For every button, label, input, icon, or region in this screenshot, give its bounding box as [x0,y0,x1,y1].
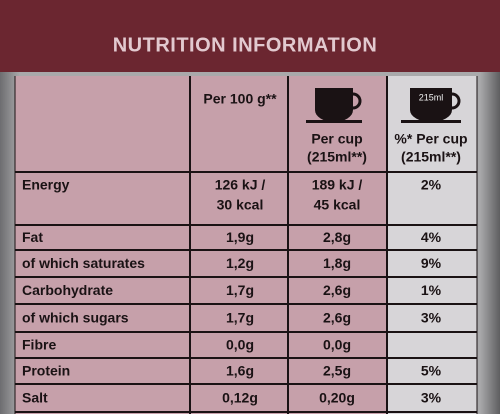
row-label: Energy [22,177,70,193]
table-cell: 1,7g [226,310,254,326]
table-cell: 30 kcal [217,197,264,213]
table-cell: 1,9g [226,229,254,245]
cup-icon [306,88,362,123]
header-cell: (215ml**) [401,149,461,165]
table-cell: 1,2g [226,255,254,271]
table-cell: 9% [421,255,442,271]
header-cell: %* Per cup [394,131,467,147]
header-cell: (215ml**) [307,149,367,165]
header-band [0,0,500,72]
table-cell: 0,12g [222,390,258,406]
table-cell: 3% [421,310,442,326]
table-cell: 1,6g [226,363,254,379]
row-label: Fat [22,229,43,245]
table-cell: 5% [421,363,442,379]
table-cell: 2,5g [323,363,351,379]
row-label: of which sugars [22,310,129,326]
table-cell: 2,6g [323,282,351,298]
row-label: of which saturates [22,255,145,271]
cup-label: 215ml [419,92,444,102]
table-cell: 1,7g [226,282,254,298]
table-cell: 2,6g [323,310,351,326]
table-cell: 126 kJ / [215,177,266,193]
table-cell: 189 kJ / [312,177,363,193]
table-cell: 0,20g [319,390,355,406]
table-cell: 3% [421,390,442,406]
table-cell: 0,0g [226,337,254,353]
table-cell: 1% [421,282,442,298]
row-label: Salt [22,390,48,406]
table-cell: 4% [421,229,442,245]
row-label: Fibre [22,337,56,353]
cup-icon [401,88,461,123]
row-label: Carbohydrate [22,282,113,298]
table-cell: 1,8g [323,255,351,271]
table-cell: 45 kcal [314,197,361,213]
table-cell: 2,8g [323,229,351,245]
header-cell: Per 100 g** [203,91,277,107]
table-cell: 0,0g [323,337,351,353]
header-cell: Per cup [311,131,362,147]
row-label: Protein [22,363,70,379]
title: NUTRITION INFORMATION [113,34,378,56]
table-cell: 2% [421,177,442,193]
